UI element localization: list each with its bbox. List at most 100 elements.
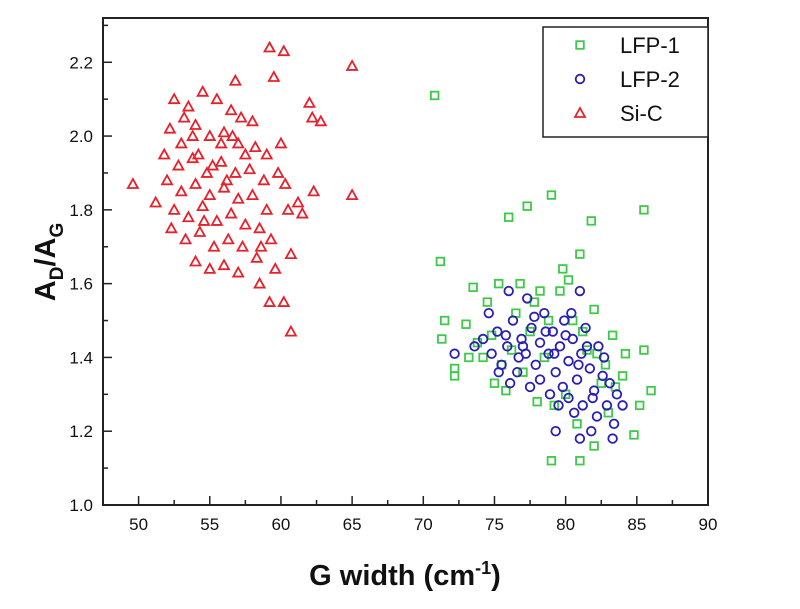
data-point-circle	[584, 363, 596, 374]
data-point-square	[535, 286, 545, 296]
data-point-square	[439, 315, 450, 326]
data-point-triangle	[210, 214, 224, 226]
data-point-circle	[477, 333, 489, 345]
data-point-triangle	[163, 121, 177, 134]
data-point-circle	[502, 341, 513, 352]
data-point-triangle	[160, 173, 174, 186]
data-point-circle	[593, 341, 604, 352]
data-point-circle	[574, 285, 586, 297]
data-point-square	[575, 456, 585, 466]
y-axis-label: AD/AG	[30, 223, 68, 301]
data-point-circle	[543, 348, 554, 359]
legend-label: LFP-2	[620, 67, 680, 92]
data-point-circle	[526, 322, 537, 334]
data-point-triangle	[200, 166, 214, 178]
data-point-triangle	[254, 239, 268, 252]
data-point-triangle	[193, 225, 207, 237]
y-tick-label: 2.0	[69, 127, 93, 146]
data-point-triangle	[164, 221, 178, 234]
data-point-square	[429, 90, 440, 101]
data-point-square	[464, 352, 474, 363]
data-point-square	[435, 256, 446, 267]
data-point-circle	[469, 341, 480, 352]
data-point-circle	[544, 389, 556, 400]
x-tick-label: 55	[200, 515, 219, 534]
data-point-circle	[483, 307, 494, 319]
data-point-triangle	[267, 70, 281, 82]
data-point-triangle	[179, 232, 193, 245]
data-point-triangle	[243, 162, 257, 175]
data-point-circle	[530, 359, 541, 371]
legend-marker-square-icon	[575, 40, 585, 50]
data-point-circle	[560, 330, 571, 341]
data-point-square	[501, 385, 511, 396]
data-point-triangle	[345, 188, 359, 200]
data-point-triangle	[245, 114, 260, 127]
data-point-triangle	[203, 129, 217, 141]
data-point-circle	[573, 359, 584, 371]
data-point-triangle	[196, 84, 210, 97]
data-point-circle	[607, 433, 618, 444]
data-point-triangle	[228, 166, 242, 178]
data-point-square	[482, 297, 493, 307]
y-tick-label: 1.8	[69, 201, 93, 220]
data-point-triangle	[167, 202, 181, 215]
data-point-circle	[534, 337, 546, 348]
data-point-triangle	[203, 262, 217, 274]
data-point-square	[494, 278, 504, 289]
data-point-square	[555, 286, 565, 296]
data-point-triangle	[260, 202, 274, 215]
data-point-circle	[512, 366, 523, 378]
data-point-square	[504, 212, 514, 222]
data-point-square	[589, 441, 599, 451]
data-point-circle	[571, 374, 583, 385]
data-point-triangle	[149, 195, 163, 208]
x-tick-label: 90	[699, 515, 718, 534]
data-point-circle	[563, 392, 574, 404]
x-tick-labels: 50 55 60 65 70 75 80 85 90	[129, 515, 717, 534]
data-point-circle	[549, 348, 560, 359]
data-point-triangle	[268, 262, 282, 274]
data-point-triangle	[221, 232, 235, 245]
data-point-square	[617, 371, 628, 381]
data-point-triangle	[314, 114, 328, 127]
data-point-square	[549, 400, 559, 411]
data-point-circle	[553, 400, 564, 411]
data-point-triangle	[217, 125, 231, 138]
x-tick-label: 65	[343, 515, 362, 534]
data-point-triangle	[167, 92, 181, 105]
data-point-triangle	[253, 276, 267, 289]
data-point-triangle	[231, 191, 245, 204]
data-point-triangle	[177, 110, 191, 123]
data-point-triangle	[188, 254, 203, 267]
data-point-circle	[617, 400, 628, 411]
data-point-square	[620, 349, 631, 359]
legend-item-si-c: Si-C	[573, 101, 663, 126]
data-point-circle	[574, 433, 586, 444]
x-tick-label: 60	[271, 515, 290, 534]
data-point-square	[639, 205, 649, 215]
data-point-circle	[576, 348, 587, 359]
plot-marks	[126, 40, 656, 466]
data-point-square	[543, 315, 554, 326]
data-point-circle	[566, 307, 577, 319]
data-point-circle	[500, 330, 512, 341]
legend-label: Si-C	[620, 101, 663, 126]
data-point-square	[646, 385, 656, 396]
data-point-square	[489, 378, 500, 388]
y-tick-label: 2.2	[69, 53, 93, 72]
data-point-square	[449, 371, 460, 381]
data-point-triangle	[220, 173, 234, 186]
data-point-triangle	[174, 136, 188, 149]
data-point-triangle	[307, 184, 321, 197]
data-point-circle	[586, 426, 597, 437]
x-tick-label: 85	[627, 515, 646, 534]
data-point-triangle	[253, 221, 267, 234]
data-point-circle	[581, 341, 593, 352]
data-point-circle	[517, 341, 529, 352]
data-point-circle	[598, 352, 610, 363]
data-point-circle	[587, 392, 598, 404]
data-point-triangle	[217, 258, 231, 271]
data-point-triangle	[171, 158, 185, 171]
y-tick-label: 1.4	[69, 348, 93, 367]
